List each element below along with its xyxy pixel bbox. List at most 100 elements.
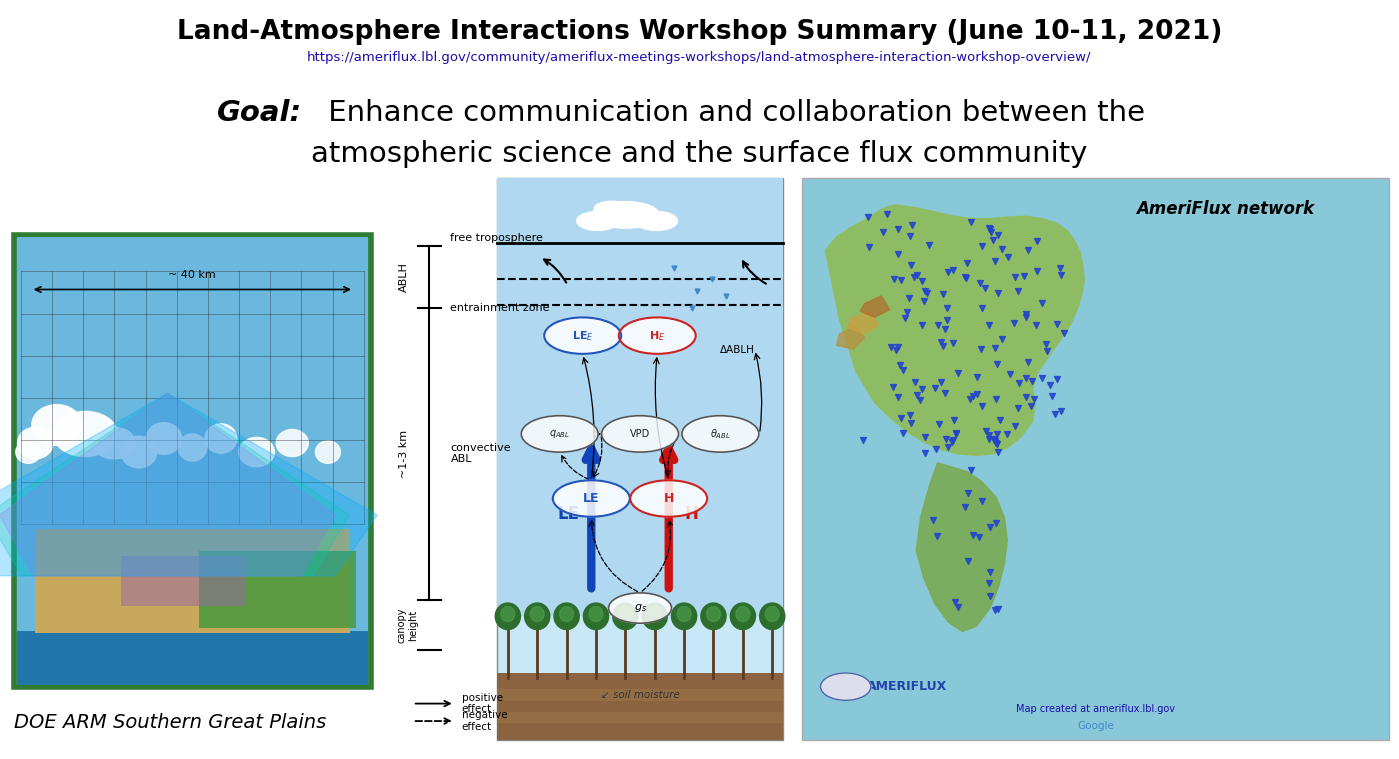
Ellipse shape <box>760 603 785 630</box>
Point <box>918 239 940 251</box>
FancyBboxPatch shape <box>802 178 1389 740</box>
Point <box>894 312 916 324</box>
Ellipse shape <box>592 202 659 228</box>
Point <box>957 487 979 499</box>
Point <box>936 314 958 326</box>
FancyBboxPatch shape <box>497 178 783 740</box>
Polygon shape <box>825 205 1084 455</box>
Point <box>900 409 922 421</box>
Point <box>997 251 1020 263</box>
Point <box>978 577 1000 589</box>
Point <box>883 381 905 393</box>
Point <box>979 222 1002 235</box>
Point <box>985 517 1007 529</box>
Point <box>985 436 1007 449</box>
Point <box>1049 405 1072 417</box>
Point <box>956 257 978 269</box>
Point <box>978 590 1000 602</box>
Point <box>887 341 909 353</box>
Point <box>932 339 954 351</box>
Point <box>967 531 989 543</box>
FancyBboxPatch shape <box>120 556 246 606</box>
Point <box>1031 297 1053 309</box>
Point <box>883 272 905 285</box>
Point <box>911 276 933 288</box>
Polygon shape <box>916 463 1007 631</box>
Point <box>1014 310 1037 323</box>
Point <box>852 434 874 446</box>
Point <box>990 333 1013 345</box>
Point <box>928 417 950 430</box>
Point <box>891 427 914 439</box>
Ellipse shape <box>553 480 630 517</box>
Point <box>911 319 933 331</box>
Point <box>1037 345 1059 357</box>
Point <box>942 263 964 276</box>
Point <box>982 234 1004 246</box>
Point <box>1052 326 1074 339</box>
Ellipse shape <box>624 204 655 218</box>
Ellipse shape <box>18 427 53 459</box>
Text: H$_E$: H$_E$ <box>649 329 666 342</box>
FancyBboxPatch shape <box>35 529 350 633</box>
Ellipse shape <box>239 437 274 467</box>
Point <box>986 446 1009 458</box>
Ellipse shape <box>522 416 599 452</box>
Point <box>933 323 956 335</box>
Point <box>1014 308 1037 320</box>
Text: $q_{ABL}$: $q_{ABL}$ <box>550 428 571 440</box>
Ellipse shape <box>677 606 691 622</box>
Point <box>940 436 963 449</box>
Point <box>891 364 914 376</box>
Text: AmeriFlux network: AmeriFlux network <box>1136 200 1314 219</box>
Point <box>971 495 993 507</box>
Point <box>914 285 936 298</box>
Point <box>942 336 964 348</box>
Point <box>925 383 947 395</box>
Ellipse shape <box>204 424 236 453</box>
Point <box>890 274 912 286</box>
Point <box>1025 265 1048 277</box>
Point <box>963 529 985 541</box>
Point <box>930 376 953 389</box>
Ellipse shape <box>32 405 81 446</box>
Point <box>965 370 988 383</box>
Point <box>960 216 982 228</box>
Ellipse shape <box>525 603 550 630</box>
Ellipse shape <box>92 427 136 459</box>
Text: Enhance communication and collaboration between the: Enhance communication and collaboration … <box>319 99 1144 127</box>
Point <box>1007 402 1030 414</box>
Ellipse shape <box>609 593 672 623</box>
Point <box>947 601 970 613</box>
Point <box>995 427 1017 439</box>
Point <box>1020 400 1042 412</box>
Ellipse shape <box>120 436 157 468</box>
Ellipse shape <box>595 201 630 216</box>
Point <box>1003 420 1025 433</box>
Point <box>1017 244 1039 256</box>
Ellipse shape <box>495 603 520 630</box>
Point <box>914 295 936 307</box>
Point <box>930 336 953 348</box>
Text: Goal:: Goal: <box>217 99 302 127</box>
Point <box>1007 285 1030 298</box>
Point <box>907 269 929 281</box>
Point <box>876 208 898 220</box>
Point <box>982 433 1004 446</box>
Point <box>914 447 936 459</box>
Point <box>933 387 956 399</box>
Ellipse shape <box>589 606 603 622</box>
Point <box>1046 373 1069 385</box>
Point <box>983 254 1006 266</box>
Point <box>936 301 958 313</box>
Point <box>904 271 926 283</box>
Point <box>900 417 922 430</box>
Text: ↙ soil moisture: ↙ soil moisture <box>600 690 680 700</box>
Point <box>979 225 1002 238</box>
Point <box>961 390 983 402</box>
Point <box>914 431 936 443</box>
Point <box>1039 380 1062 392</box>
Point <box>1024 319 1046 331</box>
Point <box>890 412 912 424</box>
Point <box>958 392 981 405</box>
